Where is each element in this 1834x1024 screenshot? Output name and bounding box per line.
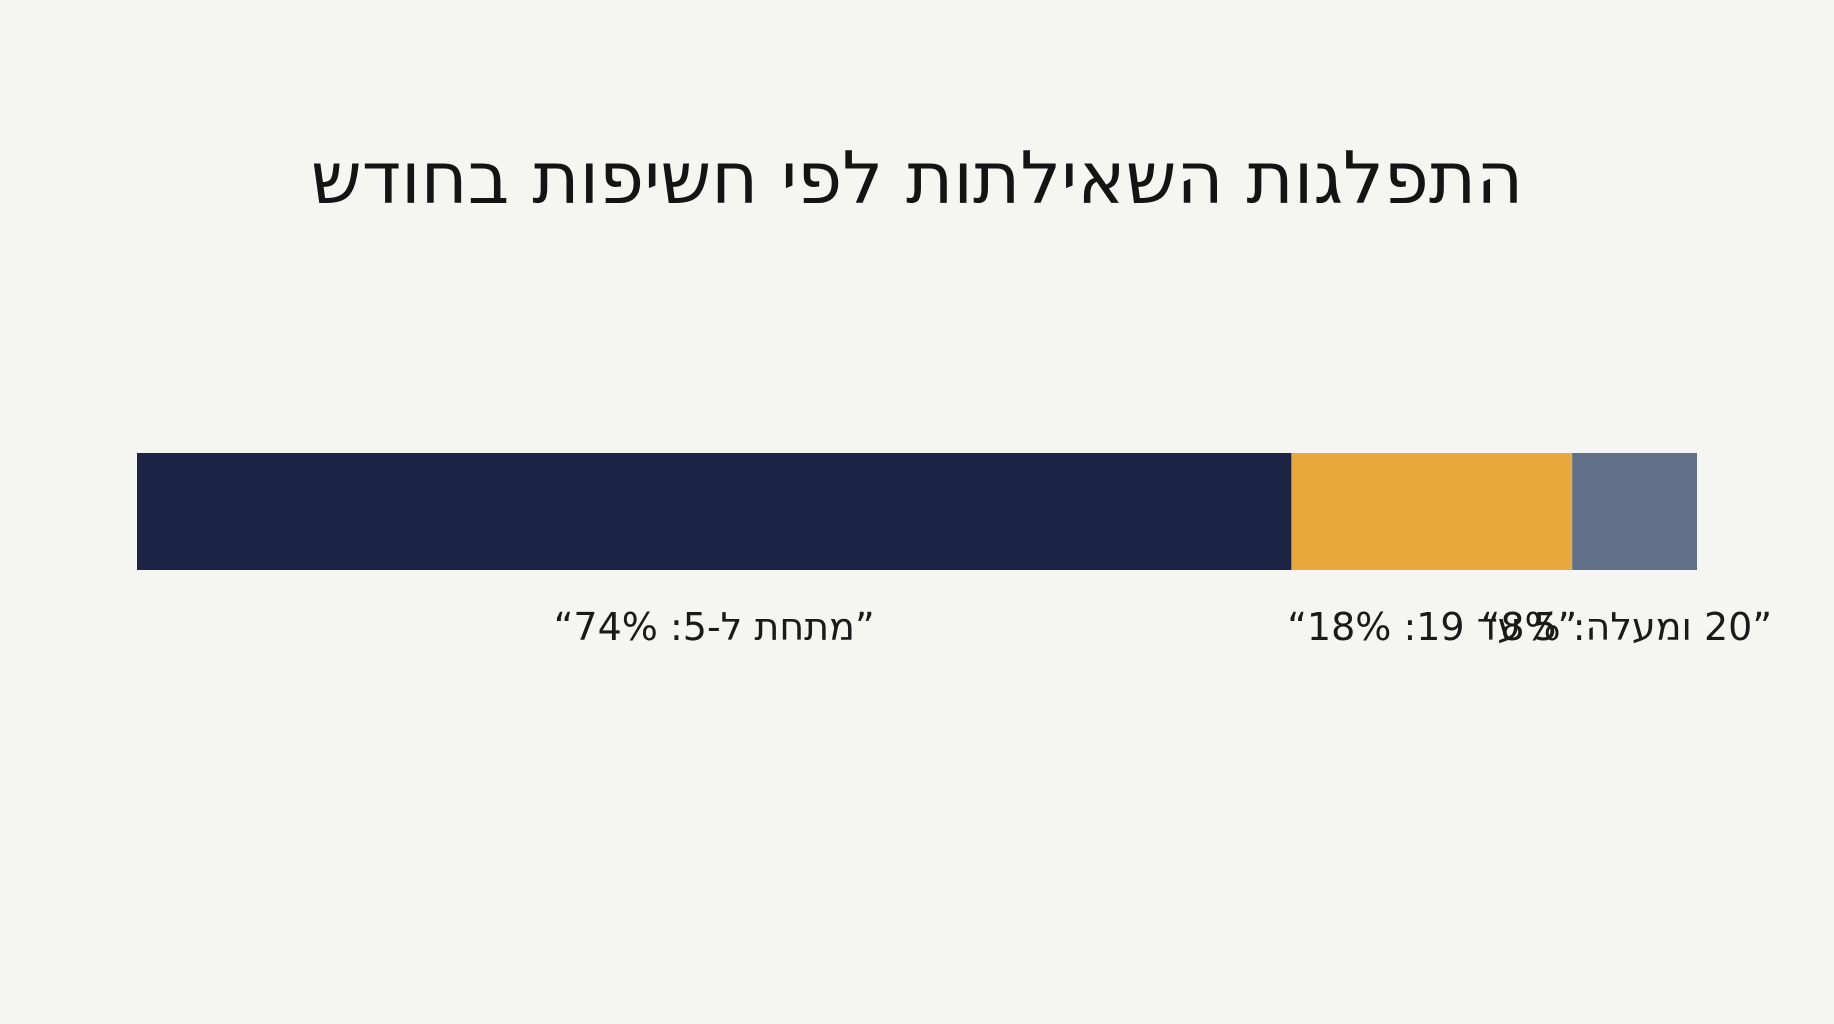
bar-segment-1 [137, 453, 1292, 570]
data-label-3: ”20 ומעלה: 8%“ [1481, 605, 1772, 649]
bar-segment-3 [1572, 453, 1697, 570]
data-label-2: ”5 עד 19: 18%“ [1287, 605, 1577, 649]
chart-title: התפלגות השאילתות לפי חשיפות בחודש [310, 136, 1524, 220]
bar-segment-2 [1291, 453, 1573, 570]
data-label-1: ”מתחת ל-5: 74%“ [554, 605, 875, 649]
